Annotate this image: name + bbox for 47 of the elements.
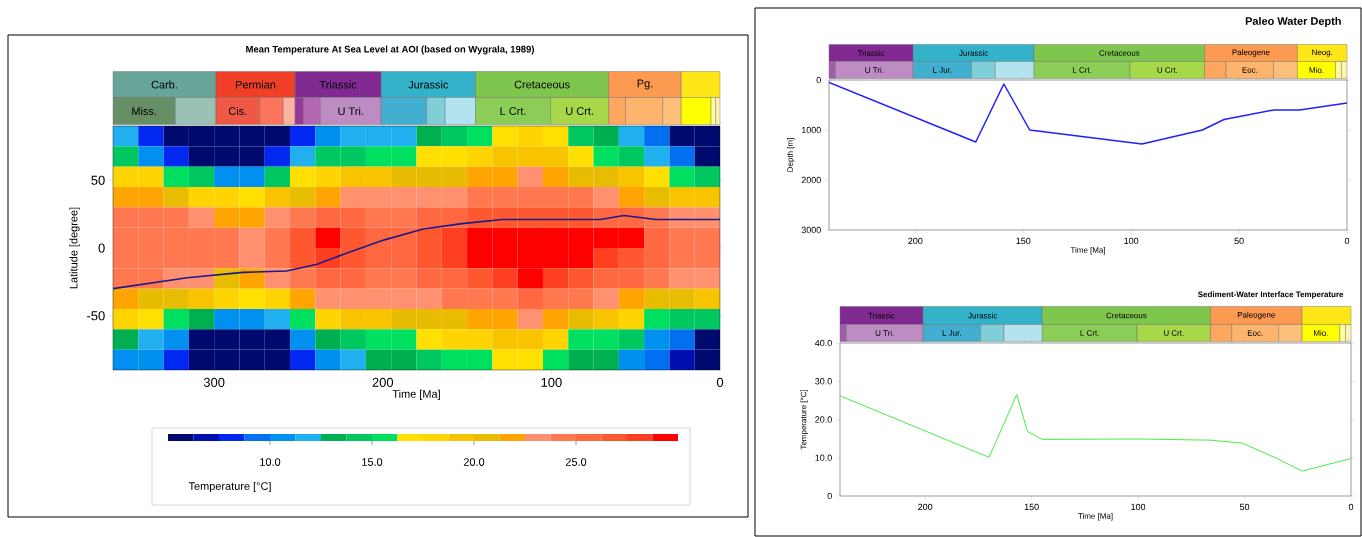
x-tick-label: 100 — [1131, 503, 1146, 511]
x-tick-label: 0 — [1344, 237, 1350, 245]
text: Pg. — [637, 79, 653, 90]
text: Cis. — [228, 106, 247, 116]
text: U Crt. — [566, 107, 593, 115]
y-tick-label: 20.0 — [815, 416, 832, 423]
text: L Crt. — [500, 107, 526, 115]
text: U Tri. — [338, 106, 363, 116]
x-tick-label: 0 — [1348, 503, 1354, 511]
text: Triassic — [319, 80, 357, 89]
y-tick-label: 0 — [816, 76, 821, 84]
text: Permian — [235, 80, 276, 89]
x-tick-label: 150 — [1016, 237, 1031, 245]
y-tick-label: 2000 — [801, 176, 821, 184]
color-bar-label: 10.0 — [260, 458, 281, 466]
line-series — [840, 394, 1352, 472]
x-tick-label: 200 — [918, 503, 933, 511]
y-tick-label: 0 — [827, 492, 832, 500]
x-tick-label: 200 — [908, 237, 923, 245]
y-tick-label: 10.0 — [815, 454, 832, 461]
x-tick-label: 100 — [541, 377, 562, 387]
color-bar-label: 25.0 — [565, 458, 587, 466]
x-tick-label: 150 — [1024, 503, 1039, 511]
y-tick-label: 40.0 — [814, 339, 832, 347]
chart-title: Paleo Water Depth — [1245, 16, 1341, 28]
color-bar-label: 20.0 — [463, 458, 485, 466]
color-bar-title: Temperature [°C] — [188, 481, 271, 493]
y-tick-label: 50 — [91, 175, 105, 185]
x-tick-label: 300 — [203, 377, 225, 387]
y-tick-label: 3000 — [801, 226, 821, 234]
x-tick-label: 50 — [1234, 237, 1244, 245]
x-tick-label: 200 — [372, 377, 394, 387]
text: Miss. — [132, 106, 156, 116]
y-tick-label: 30.0 — [815, 378, 832, 385]
y-tick-label: 1000 — [801, 126, 821, 134]
x-tick-label: 0 — [716, 377, 724, 387]
x-axis-title: Time [Ma] — [392, 389, 440, 400]
line-series — [829, 81, 1348, 145]
x-tick-label: 50 — [1239, 503, 1250, 511]
text: Jurassic — [408, 80, 449, 89]
chart-title: Mean Temperature At Sea Level at AOI (based on Wygrala, 1989) — [246, 45, 534, 55]
color-bar-label: 15.0 — [362, 458, 383, 466]
x-tick-label: 100 — [1124, 237, 1139, 245]
text: Carb. — [151, 80, 177, 89]
text: Cretaceous — [514, 80, 570, 89]
y-axis-title: Latitude [degree] — [69, 207, 80, 289]
y-tick-label: -50 — [87, 311, 105, 321]
